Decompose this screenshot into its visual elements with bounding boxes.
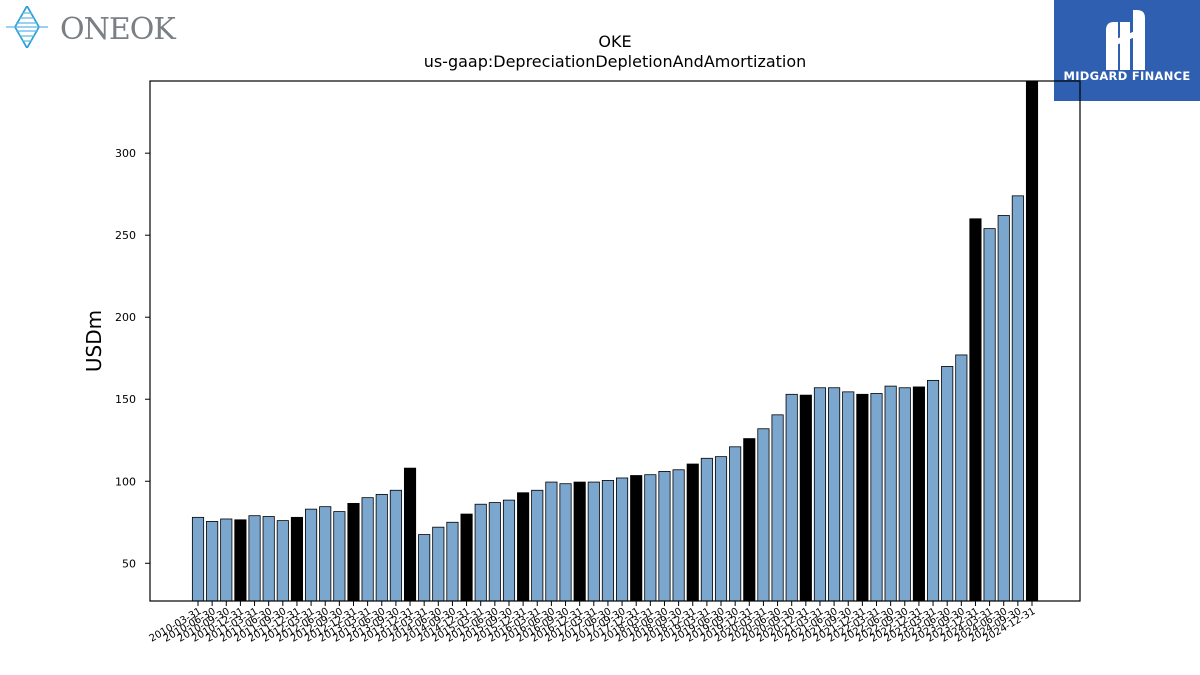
bar xyxy=(361,497,374,602)
watermark-badge: MIDGARD FINANCE xyxy=(1054,0,1200,101)
bar xyxy=(389,489,402,602)
bar xyxy=(460,513,473,602)
bar xyxy=(220,518,233,602)
bar xyxy=(700,457,713,602)
plot-frame xyxy=(149,80,1081,602)
bar xyxy=(997,215,1010,602)
y-tick-label: 150 xyxy=(115,393,136,406)
bar xyxy=(898,387,911,602)
bar xyxy=(446,521,459,602)
bar xyxy=(531,489,544,602)
bar xyxy=(234,519,247,602)
chart-title: OKE xyxy=(598,32,632,51)
bar xyxy=(743,438,756,602)
bar xyxy=(432,526,445,602)
bar xyxy=(884,385,897,602)
bar xyxy=(729,446,742,602)
y-tick-label: 100 xyxy=(115,475,136,488)
bar xyxy=(305,508,318,602)
bar xyxy=(785,393,798,602)
bar xyxy=(842,391,855,602)
bar xyxy=(714,456,728,602)
y-axis-label: USDm xyxy=(82,310,106,372)
bar xyxy=(912,386,925,602)
bar xyxy=(587,481,600,602)
bar xyxy=(630,475,643,602)
bar xyxy=(799,394,812,602)
bar xyxy=(290,516,304,602)
bar xyxy=(488,502,501,602)
bar xyxy=(559,483,572,602)
y-tick-label: 200 xyxy=(115,311,136,324)
midgard-logo-icon xyxy=(1106,10,1145,70)
y-tick-label: 300 xyxy=(115,147,136,160)
bar xyxy=(517,492,530,602)
bar xyxy=(206,521,219,602)
watermark-text: MIDGARD FINANCE xyxy=(1063,69,1191,83)
company-logo: ONEOK xyxy=(4,4,176,50)
bar xyxy=(347,502,360,602)
bar xyxy=(1011,195,1024,602)
bar xyxy=(191,516,205,602)
bar xyxy=(941,366,954,602)
bar xyxy=(545,481,558,602)
bar xyxy=(616,477,629,602)
bar xyxy=(1025,80,1039,602)
bar xyxy=(644,474,657,602)
bar xyxy=(927,379,940,602)
bar xyxy=(333,511,346,602)
bar xyxy=(502,499,516,602)
bar xyxy=(375,493,388,602)
bar xyxy=(955,354,968,602)
bar xyxy=(319,506,332,602)
y-tick-label: 250 xyxy=(115,229,136,242)
bar xyxy=(813,387,827,602)
bar xyxy=(658,471,671,602)
bar xyxy=(771,414,784,602)
bar xyxy=(686,463,699,602)
bar xyxy=(757,428,770,602)
bar xyxy=(856,393,869,602)
bar xyxy=(418,534,431,602)
bar xyxy=(828,387,841,602)
bar xyxy=(870,393,883,602)
bar xyxy=(672,469,685,602)
bar xyxy=(248,515,261,602)
bar xyxy=(276,520,289,602)
bar xyxy=(403,467,417,602)
bar xyxy=(983,228,996,602)
chart-subtitle: us-gaap:DepreciationDepletionAndAmortiza… xyxy=(423,52,807,71)
bar xyxy=(601,480,614,602)
y-tick-label: 50 xyxy=(122,557,136,570)
bar xyxy=(474,503,487,602)
bar xyxy=(969,218,982,602)
bar xyxy=(262,516,275,602)
bar xyxy=(573,481,586,602)
oneok-diamond-icon xyxy=(6,6,48,48)
company-name: ONEOK xyxy=(60,12,176,47)
